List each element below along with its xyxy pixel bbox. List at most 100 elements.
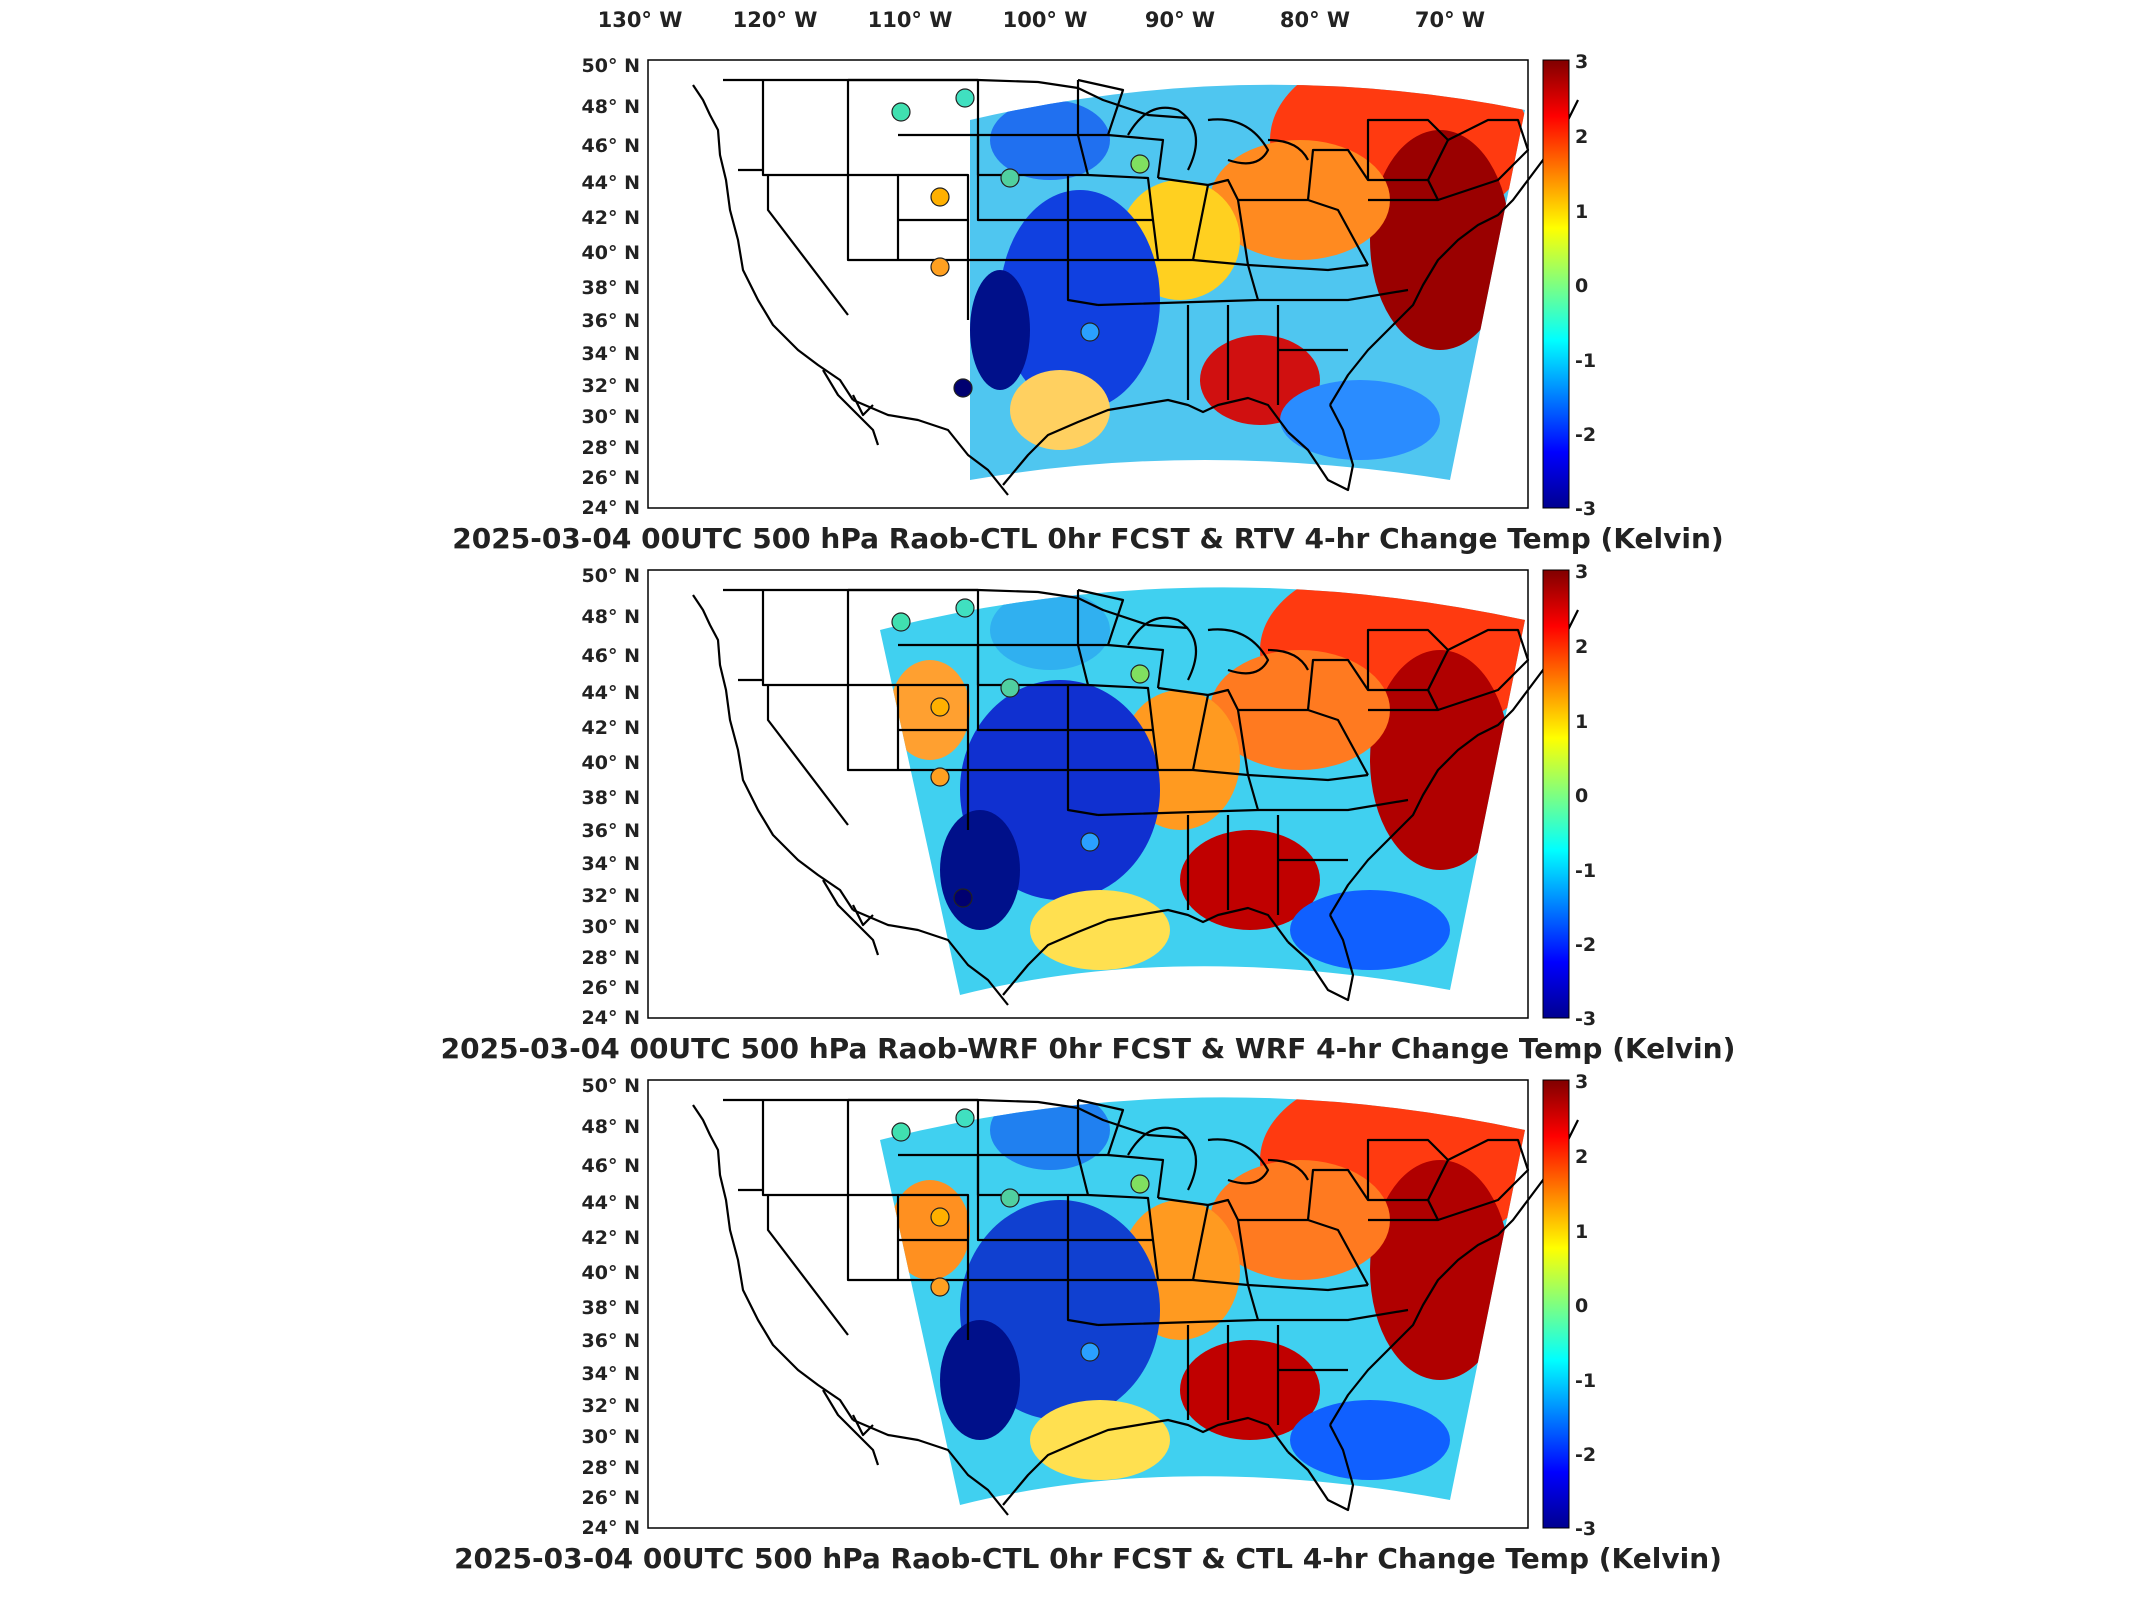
colorbar-tick: 1 [1575, 711, 1588, 733]
lat-label: 38° N [582, 277, 640, 299]
colorbar-tick: -3 [1575, 1008, 1596, 1030]
lat-label: 34° N [582, 343, 640, 365]
panel-title: 2025-03-04 00UTC 500 hPa Raob-CTL 0hr FC… [454, 1542, 1722, 1575]
raob-station [953, 888, 973, 908]
colorbar-ticks: 3 2 1 0 -1 -2 -3 [1575, 1071, 1596, 1540]
lat-label: 26° N [582, 1487, 640, 1509]
colorbar-tick: -2 [1575, 934, 1596, 956]
raob-station [1130, 154, 1150, 174]
lat-label: 38° N [582, 787, 640, 809]
lon-label: 110° W [868, 8, 953, 32]
lat-label: 40° N [582, 1262, 640, 1284]
lat-label: 24° N [582, 497, 640, 519]
colorbar-tick: -2 [1575, 424, 1596, 446]
panel-title: 2025-03-04 00UTC 500 hPa Raob-WRF 0hr FC… [441, 1032, 1736, 1065]
colorbar-tick: 1 [1575, 1221, 1588, 1243]
temperature-field [880, 1097, 1525, 1505]
colorbar [1542, 569, 1570, 1019]
lat-label: 32° N [582, 885, 640, 907]
raob-station [930, 1277, 950, 1297]
lat-label: 28° N [582, 1457, 640, 1479]
lat-label: 44° N [582, 682, 640, 704]
lat-label: 24° N [582, 1007, 640, 1029]
lon-label: 90° W [1145, 8, 1215, 32]
lat-label: 42° N [582, 717, 640, 739]
raob-station [955, 1108, 975, 1128]
panel-1: 3 2 1 0 -1 -2 -3 50° N 48° N 46° N 44° N… [452, 51, 1723, 555]
colorbar-ticks: 3 2 1 0 -1 -2 -3 [1575, 561, 1596, 1030]
lat-label: 36° N [582, 1330, 640, 1352]
raob-station [891, 612, 911, 632]
raob-station [930, 697, 950, 717]
colorbar-tick: 0 [1575, 275, 1588, 297]
colorbar [1542, 1079, 1570, 1529]
raob-station [1080, 832, 1100, 852]
raob-station [930, 187, 950, 207]
colorbar-tick: -1 [1575, 350, 1596, 372]
raob-stations [891, 598, 1150, 908]
lat-label: 46° N [582, 645, 640, 667]
raob-station [930, 1207, 950, 1227]
lat-label: 50° N [582, 1075, 640, 1097]
lon-label: 100° W [1003, 8, 1088, 32]
colorbar-tick: -1 [1575, 860, 1596, 882]
lat-label: 34° N [582, 1363, 640, 1385]
raob-station [1000, 168, 1020, 188]
colorbar-tick: -3 [1575, 498, 1596, 520]
lat-axis-labels: 50° N 48° N 46° N 44° N 42° N 40° N 38° … [582, 565, 640, 1029]
colorbar-tick: -2 [1575, 1444, 1596, 1466]
lat-label: 42° N [582, 207, 640, 229]
colorbar-tick: -1 [1575, 1370, 1596, 1392]
colorbar-tick: 3 [1575, 561, 1588, 583]
colorbar-tick: 2 [1575, 126, 1588, 148]
lat-label: 30° N [582, 916, 640, 938]
lat-label: 44° N [582, 172, 640, 194]
lat-label: 26° N [582, 977, 640, 999]
raob-station [955, 88, 975, 108]
raob-station [891, 102, 911, 122]
lat-label: 46° N [582, 1155, 640, 1177]
lat-label: 40° N [582, 242, 640, 264]
lat-label: 48° N [582, 96, 640, 118]
lat-label: 38° N [582, 1297, 640, 1319]
lon-label: 120° W [733, 8, 818, 32]
panel-2: 3 2 1 0 -1 -2 -3 50° N 48° N 46° N 44° N… [441, 561, 1736, 1065]
lat-label: 48° N [582, 1116, 640, 1138]
colorbar-tick: -3 [1575, 1518, 1596, 1540]
lat-label: 24° N [582, 1517, 640, 1539]
lat-label: 28° N [582, 437, 640, 459]
lat-label: 32° N [582, 1395, 640, 1417]
lat-label: 36° N [582, 310, 640, 332]
colorbar [1542, 59, 1570, 509]
lon-label: 80° W [1280, 8, 1350, 32]
colorbar-tick: 0 [1575, 1295, 1588, 1317]
raob-station [1000, 1188, 1020, 1208]
lat-label: 46° N [582, 135, 640, 157]
lat-axis-labels: 50° N 48° N 46° N 44° N 42° N 40° N 38° … [582, 55, 640, 519]
raob-station [930, 257, 950, 277]
colorbar-tick: 1 [1575, 201, 1588, 223]
raob-station [930, 767, 950, 787]
lon-label: 70° W [1415, 8, 1485, 32]
raob-station [1000, 678, 1020, 698]
temperature-field [970, 84, 1525, 481]
lon-label: 130° W [598, 8, 683, 32]
raob-station [1130, 664, 1150, 684]
panel-title: 2025-03-04 00UTC 500 hPa Raob-CTL 0hr FC… [452, 522, 1723, 555]
lat-label: 28° N [582, 947, 640, 969]
raob-station [1130, 1174, 1150, 1194]
colorbar-ticks: 3 2 1 0 -1 -2 -3 [1575, 51, 1596, 520]
colorbar-tick: 3 [1575, 51, 1588, 73]
raob-station [1080, 322, 1100, 342]
colorbar-tick: 3 [1575, 1071, 1588, 1093]
raob-stations [891, 88, 1150, 398]
lat-label: 36° N [582, 820, 640, 842]
lat-label: 32° N [582, 375, 640, 397]
lat-label: 50° N [582, 55, 640, 77]
raob-station [891, 1122, 911, 1142]
colorbar-tick: 2 [1575, 636, 1588, 658]
lat-axis-labels: 50° N 48° N 46° N 44° N 42° N 40° N 38° … [582, 1075, 640, 1539]
lat-label: 44° N [582, 1192, 640, 1214]
lat-label: 50° N [582, 565, 640, 587]
lon-axis-labels: 130° W 120° W 110° W 100° W 90° W 80° W … [598, 8, 1486, 32]
